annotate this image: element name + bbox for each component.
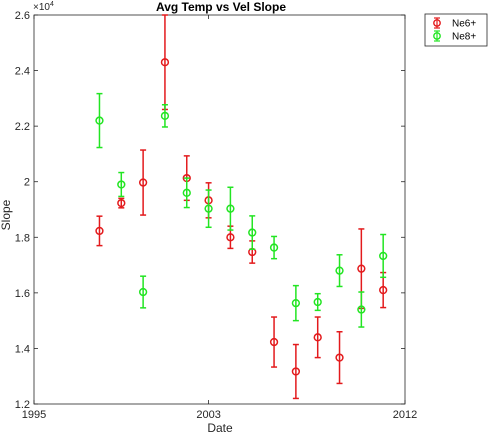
y-exponent-base: ×10 [33,2,50,13]
data-point [138,287,148,297]
data-point [226,204,235,213]
series-ne8 [95,92,388,328]
data-point [379,285,388,295]
y-axis-label: Slope [0,199,13,230]
data-point [95,226,104,236]
y-exponent-power: 4 [50,1,54,8]
legend-marker [433,19,441,27]
y-tick-label: 2.4 [15,66,30,78]
y-tick-label: 2.2 [15,121,30,133]
data-point [248,228,257,237]
series-layer [95,14,388,400]
legend: Ne6+ Ne8+ [424,13,488,47]
y-tick-label: 1.2 [15,399,30,411]
chart-title: Avg Temp vs Vel Slope [156,0,286,14]
legend-label: Ne6+ [452,19,476,30]
legend-marker [433,32,441,40]
data-point [357,264,366,273]
data-point [379,251,388,261]
data-point [313,333,322,342]
data-point [357,305,366,314]
data-point [117,198,126,208]
data-point [117,180,126,189]
data-point [269,337,279,347]
y-axis-exponent: ×104 [33,1,54,13]
y-axis: 1.2 1.4 1.6 1.8 2 2.2 2.4 2.6 [15,10,405,411]
data-point [182,188,191,197]
data-point [95,116,104,125]
y-tick-label: 2 [24,177,30,189]
data-point [160,58,170,67]
y-tick-label: 1.6 [15,288,30,300]
y-tick-label: 1.4 [15,343,30,355]
data-point [335,266,344,275]
data-point [160,111,170,121]
data-point [291,367,301,376]
x-axis-label: Date [207,421,233,435]
data-point [226,233,235,242]
x-tick-label: 2012 [393,409,417,421]
data-point [313,297,322,307]
y-tick-label: 2.6 [15,10,30,22]
y-tick-label: 1.8 [15,232,30,244]
x-tick-label: 1995 [22,409,46,421]
legend-label: Ne8+ [452,32,476,43]
data-point [269,243,279,252]
data-point [204,204,213,213]
x-axis: 1995 2003 2012 [22,15,417,421]
data-point [291,298,301,308]
data-point [138,178,148,187]
x-tick-label: 2003 [196,409,220,421]
plot-frame [33,14,406,405]
plot-area [33,14,406,405]
data-point [335,353,344,362]
